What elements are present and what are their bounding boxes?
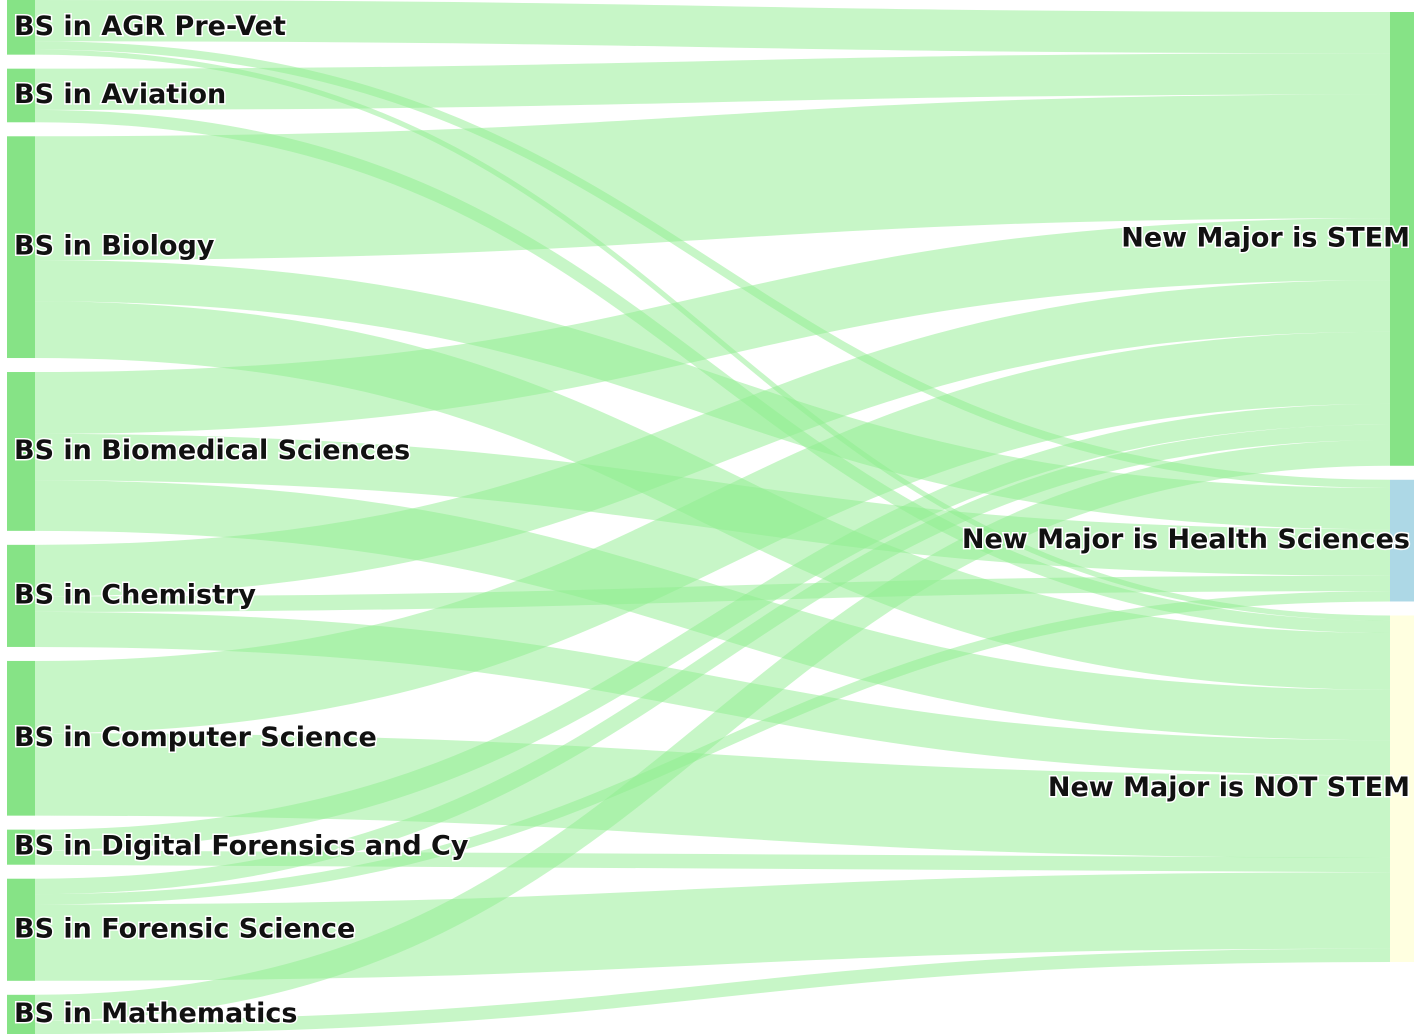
link (34, 424, 1391, 895)
node-label: BS in Digital Forensics and Cy (14, 831, 469, 862)
link (34, 948, 1391, 1034)
labels: BS in AGR Pre-Vet BS in Aviation BS in Bio… (13, 9, 1412, 1030)
node (7, 660, 35, 816)
node (7, 372, 35, 531)
node (7, 0, 35, 55)
node-label: BS in AGR Pre-Vet (14, 11, 286, 42)
link (34, 591, 1391, 905)
node (7, 829, 35, 865)
node-label: BS in Aviation (14, 79, 226, 110)
link (34, 872, 1391, 981)
link (34, 611, 1391, 776)
link (34, 403, 1391, 851)
node (7, 136, 35, 359)
node (7, 994, 35, 1034)
link (34, 733, 1391, 858)
link (34, 331, 1391, 734)
link (34, 575, 1391, 612)
node (7, 68, 35, 123)
node-label: BS in Mathematics (14, 998, 297, 1029)
node-label: BS in Biomedical Sciences (14, 435, 410, 466)
node (1390, 12, 1414, 466)
link (34, 53, 1391, 110)
node (7, 878, 35, 981)
node-label: BS in Biology (14, 231, 215, 262)
node-label: BS in Computer Science (14, 722, 377, 753)
node-label: New Major is Health Sciences (962, 524, 1410, 555)
link (34, 439, 1391, 1021)
node (1390, 615, 1414, 962)
link (34, 480, 1391, 741)
link (34, 218, 1391, 434)
node-label: New Major is NOT STEM (1048, 772, 1410, 803)
node (7, 544, 35, 647)
links (34, 0, 1391, 1034)
node-label: BS in Chemistry (14, 579, 256, 610)
link (34, 94, 1391, 261)
node-label: BS in Forensic Science (14, 913, 355, 944)
link (34, 280, 1391, 597)
node (1390, 479, 1414, 602)
link (34, 0, 1391, 54)
nodes (7, 0, 1414, 1034)
node-label: New Major is STEM (1121, 222, 1410, 253)
